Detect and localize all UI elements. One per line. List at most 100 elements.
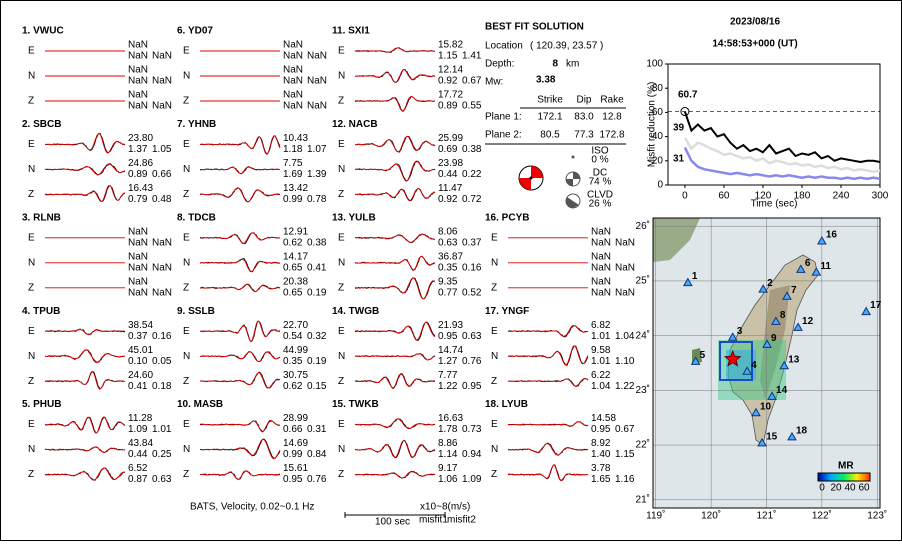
colorbar-title: MR [838,461,854,472]
amplitude: 3.78 [591,463,611,474]
x-tick-label: 122˚ [812,510,832,522]
station-name: 14. TWGB [332,306,379,317]
misfit1: 1.69 [283,169,303,180]
caption: BATS, Velocity, 0.02~0.1 Hz [190,502,314,513]
waveform-synthetic [44,446,126,453]
misfit2: 0.84 [307,449,327,460]
waveform-synthetic [354,47,436,53]
station-label: 6 [805,258,811,269]
misfit2: 1.01 [152,424,172,435]
y-tick-label: 100 [646,59,663,70]
station-name: 16. PCYB [485,212,529,223]
label: Depth: [485,59,514,70]
plane-value: 172.1 [537,112,562,123]
station-name: 11. SXI1 [332,26,370,37]
station-label: 13 [788,354,800,365]
amplitude: NaN [283,65,303,76]
misfit2: 1.15 [615,449,635,460]
amplitude: 38.54 [128,320,153,331]
component: Z [491,469,497,480]
waveform-synthetic [199,419,281,433]
misfit2: NaN [615,237,635,248]
station-name: 12. NACB [332,119,378,130]
plot-area [667,63,881,186]
amplitude: 6.52 [128,463,148,474]
waveform-synthetic [199,470,281,480]
misfit1: 0.44 [438,169,458,180]
misfit1: 1.37 [128,144,148,155]
epicenter [723,349,742,367]
y-tick-label: 20 [652,155,664,166]
waveform-synthetic [44,185,126,203]
misfit2: NaN [152,76,172,87]
waveform-synthetic [199,187,281,203]
misfit2: 0.95 [462,381,482,392]
misfit1: 0.95 [283,474,303,485]
amplitude: NaN [283,90,303,101]
component: N [491,444,498,455]
component: N [183,351,190,362]
amplitude: 15.82 [438,40,463,51]
component: E [338,46,345,57]
station-marker [727,332,738,341]
misfit1: 0.92 [438,76,458,87]
component: Z [183,282,189,293]
waveform-synthetic [44,163,126,176]
misfit-line [683,137,881,173]
misfit1: 0.37 [128,331,148,342]
x-tick-label: 300 [872,191,889,202]
misfit2: 0.55 [462,101,482,112]
waveform-synthetic [507,464,589,482]
misfit1: 0.66 [283,424,303,435]
component: N [491,257,498,268]
misfit1: 1.04 [591,381,611,392]
misfit1: NaN [128,51,148,62]
y-tick-label: 80 [652,83,664,94]
station-label: 17 [870,300,882,311]
component: Z [28,282,34,293]
amplitude: 10.43 [283,133,308,144]
component: N [338,351,345,362]
misfit2: NaN [307,76,327,87]
component: Z [338,96,344,107]
component: E [28,419,35,430]
component: Z [338,189,344,200]
station-marker [782,291,792,300]
colorbar-tick: 40 [844,483,856,494]
component-name: CLVD [587,190,613,201]
component: E [183,232,190,243]
waveform-synthetic [44,467,126,481]
waveform-synthetic [354,135,436,153]
misfit1: 0.92 [438,194,458,205]
component: E [183,326,190,337]
station-label: 15 [766,432,778,443]
misfit1: 1.40 [591,449,611,460]
station-label: 12 [802,316,814,327]
misfit1: 1.06 [438,474,458,485]
component: Z [28,469,34,480]
amplitude: 15.61 [283,463,308,474]
waveform-synthetic [199,166,281,175]
misfit1: NaN [591,237,611,248]
amplitude: 7.77 [438,370,458,381]
misfit2: 1.10 [615,356,635,367]
map-frame [652,217,881,509]
misfit2: 1.22 [615,381,635,392]
misfit1: 1.27 [438,356,458,367]
column-header: Strike [537,95,563,106]
amplitude: NaN [128,251,148,262]
misfit1: 0.89 [438,101,458,112]
waveform-synthetic [45,371,126,390]
misfit1: 1.01 [591,356,611,367]
misfit2: 0.37 [462,237,482,248]
amplitude: 25.99 [438,133,463,144]
misfit1: NaN [128,237,148,248]
waveform-synthetic [354,160,436,182]
station-marker [779,360,790,370]
plane-value: 77.3 [574,130,594,141]
station-name: 3. RLNB [22,212,61,223]
misfit1: NaN [283,101,303,112]
misfit1: NaN [128,287,148,298]
misfit2: 0.18 [152,381,172,392]
misfit2: 0.22 [462,169,482,180]
